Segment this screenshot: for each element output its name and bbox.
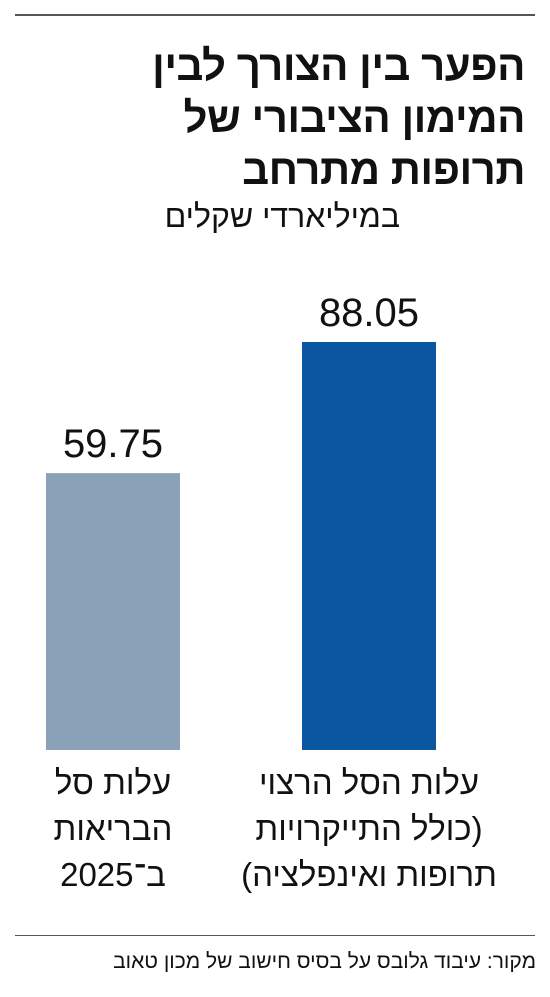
category-label: עלות סל הבריאות ב־2025: [53, 764, 173, 893]
value-label: 59.75: [63, 422, 163, 466]
chart-title: הפער בין הצורך לבין המימון הציבורי של תר…: [152, 42, 525, 193]
bar: [46, 473, 180, 750]
chart-subtitle: במיליארדי שקלים: [164, 198, 400, 234]
source-note: מקור: עיבוד גלובס על בסיס חישוב של מכון …: [113, 950, 536, 973]
value-label: 88.05: [319, 291, 419, 335]
source-rule: [15, 935, 535, 936]
top-rule: [15, 14, 535, 16]
bar: [302, 342, 436, 750]
category-label: עלות הסל הרצוי (כולל התייקרויות תרופות ו…: [241, 764, 497, 893]
